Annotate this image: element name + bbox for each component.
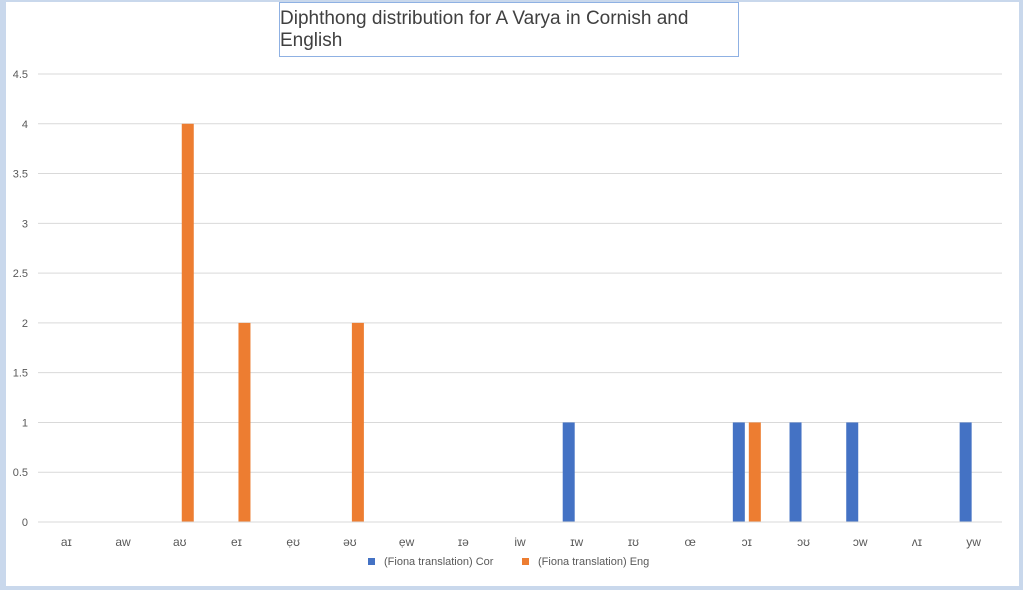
y-tick-label: 4.5 (13, 69, 28, 81)
y-tick-label: 2 (22, 318, 28, 330)
bar-cor[interactable] (562, 422, 575, 522)
legend-label: (Fiona translation) Eng (538, 556, 649, 568)
x-tick-label: aʊ (173, 535, 187, 549)
x-tick-label: ʌɪ (912, 535, 922, 549)
x-tick-label: ɪə (458, 535, 469, 549)
window-top-edge (0, 0, 1023, 2)
y-tick-label: 0 (22, 517, 28, 529)
x-tick-label: œ (684, 535, 695, 549)
x-tick-label: aw (115, 535, 131, 549)
x-tick-label: ɪw (570, 535, 583, 549)
chart-title-box[interactable]: Diphthong distribution for A Varya in Co… (279, 2, 739, 57)
bar-eng[interactable] (181, 123, 194, 523)
x-tick-label: aɪ (61, 535, 72, 549)
y-tick-label: 4 (22, 119, 28, 131)
x-tick-label: ɔʊ (797, 535, 810, 549)
window-left-edge (0, 0, 6, 590)
x-tick-label: eɪ (231, 535, 242, 549)
legend-swatch (368, 558, 375, 565)
y-tick-label: 3.5 (13, 169, 28, 181)
legend-swatch (522, 558, 529, 565)
legend-label: (Fiona translation) Cor (384, 556, 494, 568)
bar-eng[interactable] (748, 422, 761, 522)
bar-cor[interactable] (789, 422, 802, 522)
x-tick-label: iw (514, 535, 526, 549)
x-tick-label: əʊ (343, 535, 357, 549)
x-tick-label: ɪʊ (628, 535, 639, 549)
bar-cor[interactable] (732, 422, 745, 522)
y-tick-label: 1 (22, 417, 28, 429)
bar-eng[interactable] (351, 322, 364, 522)
bar-cor[interactable] (959, 422, 972, 522)
gridlines (38, 73, 1002, 473)
x-axis-ticks: aɪ aw aʊ eɪ ẹʊ əʊ ẹw ɪə iw ɪw ɪʊ œ ɔɪ ɔʊ ɔw ʌɪ yw (61, 535, 981, 549)
y-axis-ticks: 0 0.5 1 1.5 2 2.5 3 3.5 4 4.5 (13, 69, 28, 529)
x-tick-label: ɔw (853, 535, 868, 549)
chart-title: Diphthong distribution for A Varya in Co… (280, 7, 689, 51)
window-bottom-edge (0, 586, 1023, 590)
bar-eng[interactable] (238, 322, 251, 522)
window-right-edge (1019, 0, 1023, 590)
x-tick-label: ɔɪ (742, 535, 752, 549)
y-tick-label: 3 (22, 218, 28, 230)
x-tick-label: ẹʊ (286, 535, 300, 549)
y-tick-label: 2.5 (13, 268, 28, 280)
x-tick-label: yw (966, 535, 981, 549)
y-tick-label: 1.5 (13, 368, 28, 380)
bar-cor[interactable] (846, 422, 859, 522)
legend[interactable]: (Fiona translation) Cor (Fiona translatio… (368, 556, 649, 568)
x-tick-label: ẹw (399, 535, 415, 549)
y-tick-label: 0.5 (13, 467, 28, 479)
bars (181, 123, 972, 523)
